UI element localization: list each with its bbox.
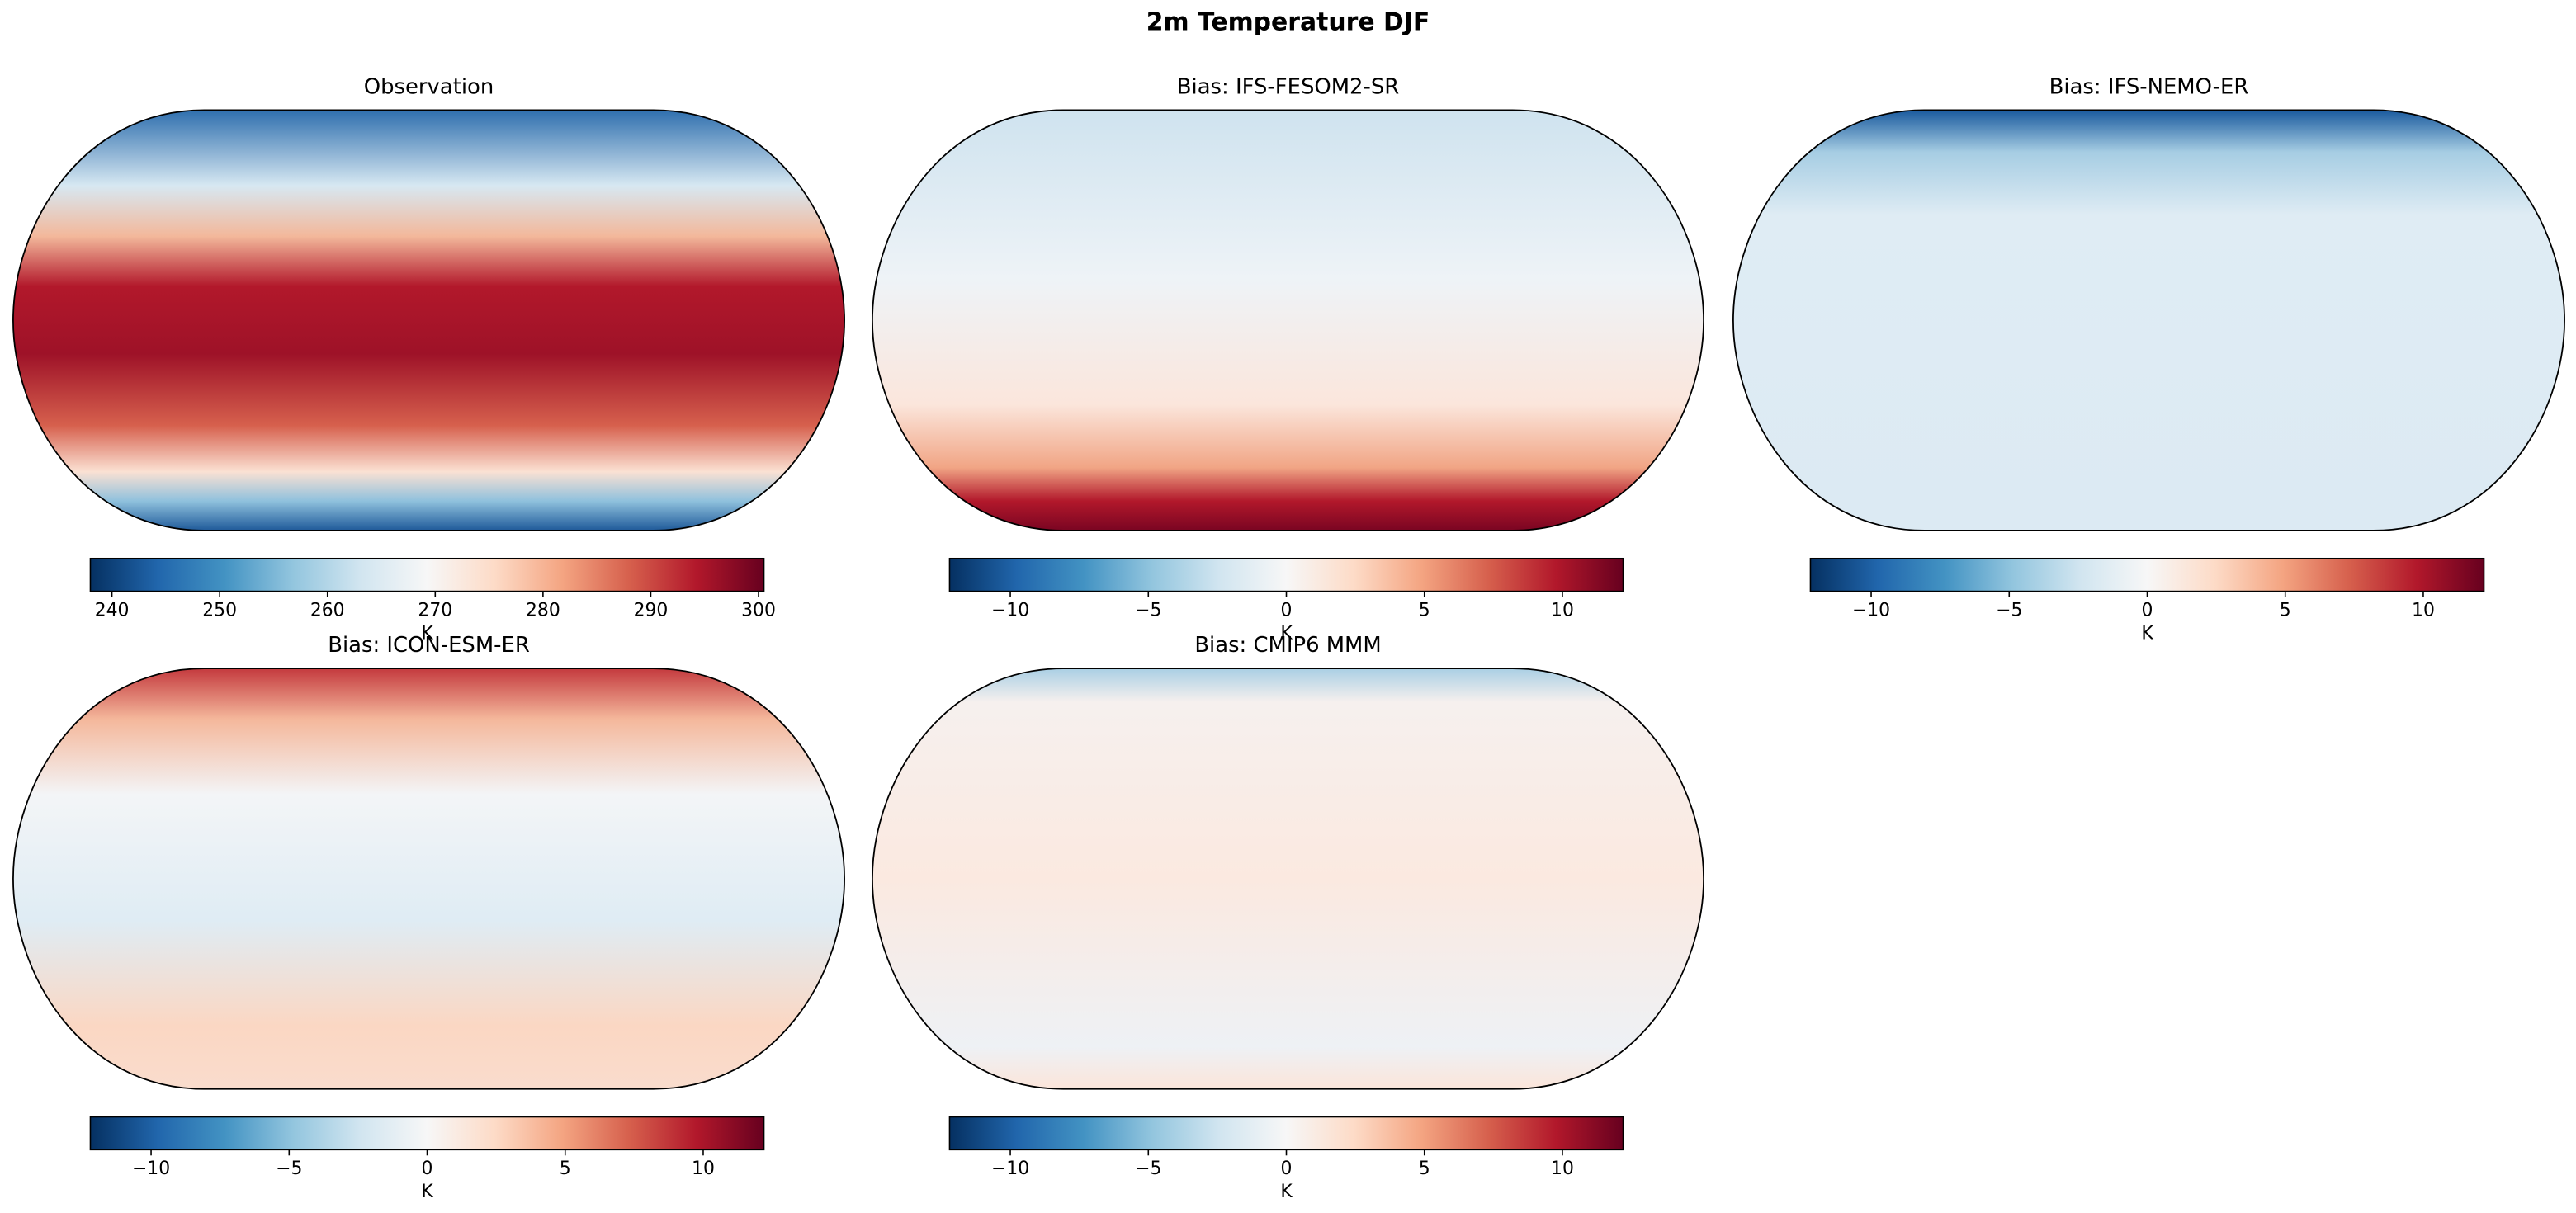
colorbar bbox=[89, 557, 765, 592]
colorbar-tick-label: 290 bbox=[634, 600, 669, 621]
panel-title: Observation bbox=[364, 74, 494, 99]
colorbar-tick-label: 270 bbox=[418, 600, 452, 621]
panel-title: Bias: ICON-ESM-ER bbox=[328, 633, 530, 658]
colorbar-tick-label: 240 bbox=[95, 600, 130, 621]
colorbar-tick-label: 300 bbox=[741, 600, 776, 621]
map bbox=[1732, 109, 2565, 531]
colorbar-tick-label: −5 bbox=[1996, 600, 2022, 621]
colorbar-tick-label: −10 bbox=[132, 1159, 170, 1179]
colorbar-tick-label: 10 bbox=[692, 1159, 715, 1179]
colorbar-label: K bbox=[421, 1182, 433, 1202]
colorbar-tick-label: −10 bbox=[991, 600, 1029, 621]
colorbar-tick-label: 5 bbox=[1419, 1159, 1430, 1179]
colorbar-label: K bbox=[421, 623, 433, 644]
colorbar-tick-label: 10 bbox=[1551, 600, 1574, 621]
map bbox=[872, 668, 1704, 1090]
figure-title: 2m Temperature DJF bbox=[1146, 7, 1430, 36]
colorbar-tick-label: 250 bbox=[202, 600, 237, 621]
colorbar-tick-label: −10 bbox=[991, 1159, 1029, 1179]
map bbox=[12, 668, 845, 1090]
colorbar-tick-label: 10 bbox=[2412, 600, 2435, 621]
colorbar-tick-label: −5 bbox=[276, 1159, 302, 1179]
colorbar-tick-label: −10 bbox=[1852, 600, 1890, 621]
panel-title: Bias: IFS-NEMO-ER bbox=[2049, 74, 2249, 99]
colorbar-tick-label: 5 bbox=[560, 1159, 571, 1179]
colorbar-tick-label: 0 bbox=[1281, 1159, 1293, 1179]
colorbar-tick-label: 280 bbox=[526, 600, 560, 621]
colorbar bbox=[948, 1116, 1624, 1151]
colorbar-tick-label: 0 bbox=[2142, 600, 2153, 621]
map bbox=[872, 109, 1704, 531]
colorbar-tick-label: 10 bbox=[1551, 1159, 1574, 1179]
colorbar-label: K bbox=[1280, 623, 1293, 644]
colorbar-label: K bbox=[2141, 623, 2153, 644]
colorbar-tick-label: 5 bbox=[2280, 600, 2291, 621]
map bbox=[12, 109, 845, 531]
colorbar-tick-label: 5 bbox=[1419, 600, 1430, 621]
colorbar-label: K bbox=[1280, 1182, 1293, 1202]
colorbar bbox=[1809, 557, 2485, 592]
colorbar-tick-label: −5 bbox=[1135, 600, 1161, 621]
colorbar bbox=[89, 1116, 765, 1151]
panel-title: Bias: IFS-FESOM2-SR bbox=[1177, 74, 1399, 99]
colorbar-tick-label: 0 bbox=[422, 1159, 433, 1179]
colorbar-tick-label: −5 bbox=[1135, 1159, 1161, 1179]
colorbar-tick-label: 260 bbox=[310, 600, 345, 621]
colorbar-tick-label: 0 bbox=[1281, 600, 1293, 621]
panel-title: Bias: CMIP6 MMM bbox=[1194, 633, 1381, 658]
colorbar bbox=[948, 557, 1624, 592]
